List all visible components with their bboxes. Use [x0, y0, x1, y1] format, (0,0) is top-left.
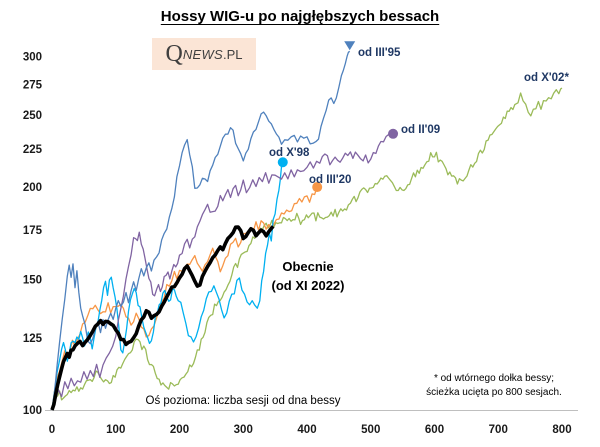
y-tick-label: 225 — [23, 144, 43, 156]
series-label: od X'98 — [269, 147, 310, 159]
series-line-5 — [51, 50, 351, 411]
y-tick-label: 100 — [23, 405, 42, 417]
series-line-3 — [51, 162, 284, 411]
series-label: od X'02* — [524, 72, 569, 84]
qnews-logo-q: Q — [165, 41, 183, 67]
y-tick-label: 150 — [23, 275, 42, 287]
x-tick-label: 700 — [489, 424, 508, 436]
series-label: od III'95 — [358, 47, 401, 59]
footnote-line1: * od wtórnego dołka bessy; — [434, 373, 554, 384]
x-tick-label: 200 — [170, 424, 189, 436]
current-annotation-line2: (od XI 2022) — [272, 278, 345, 293]
x-tick-label: 400 — [297, 424, 316, 436]
page-title: Hossy WIG-u po najgłębszych bessach — [0, 8, 600, 25]
y-tick-label: 125 — [23, 333, 43, 345]
y-tick-label: 300 — [23, 52, 42, 64]
series-line-1 — [51, 87, 563, 411]
series-end-marker-4 — [388, 128, 399, 139]
y-tick-label: 200 — [23, 182, 42, 194]
x-tick-label: 800 — [552, 424, 571, 436]
series-line-4 — [51, 133, 394, 411]
x-tick-label: 500 — [361, 424, 380, 436]
series-line-6 — [50, 225, 275, 411]
qnews-logo: Q NEWS .PL — [152, 38, 256, 70]
x-tick-label: 300 — [234, 424, 253, 436]
y-tick-label: 275 — [23, 80, 43, 92]
series-end-marker-3 — [277, 157, 288, 168]
current-annotation-line1: Obecnie — [282, 259, 333, 274]
x-tick-label: 0 — [49, 424, 55, 436]
footnote-line2: ścieżka ucięta po 800 sesjach. — [426, 387, 562, 398]
series-end-marker-2 — [312, 182, 323, 193]
x-tick-label: 100 — [106, 424, 125, 436]
page-title-text: Hossy WIG-u po najgłębszych bessach — [160, 8, 440, 25]
series-label: od II'09 — [401, 124, 440, 136]
x-axis-note: Oś pozioma: liczba sesji od dna bessy — [146, 395, 341, 407]
y-tick-label: 250 — [23, 110, 42, 122]
series-label: od III'20 — [309, 174, 351, 186]
x-tick-label: 600 — [425, 424, 444, 436]
qnews-logo-pl: .PL — [223, 46, 243, 62]
qnews-logo-news: NEWS — [182, 46, 224, 62]
series-end-marker-5 — [344, 41, 356, 51]
y-tick-label: 175 — [23, 225, 43, 237]
